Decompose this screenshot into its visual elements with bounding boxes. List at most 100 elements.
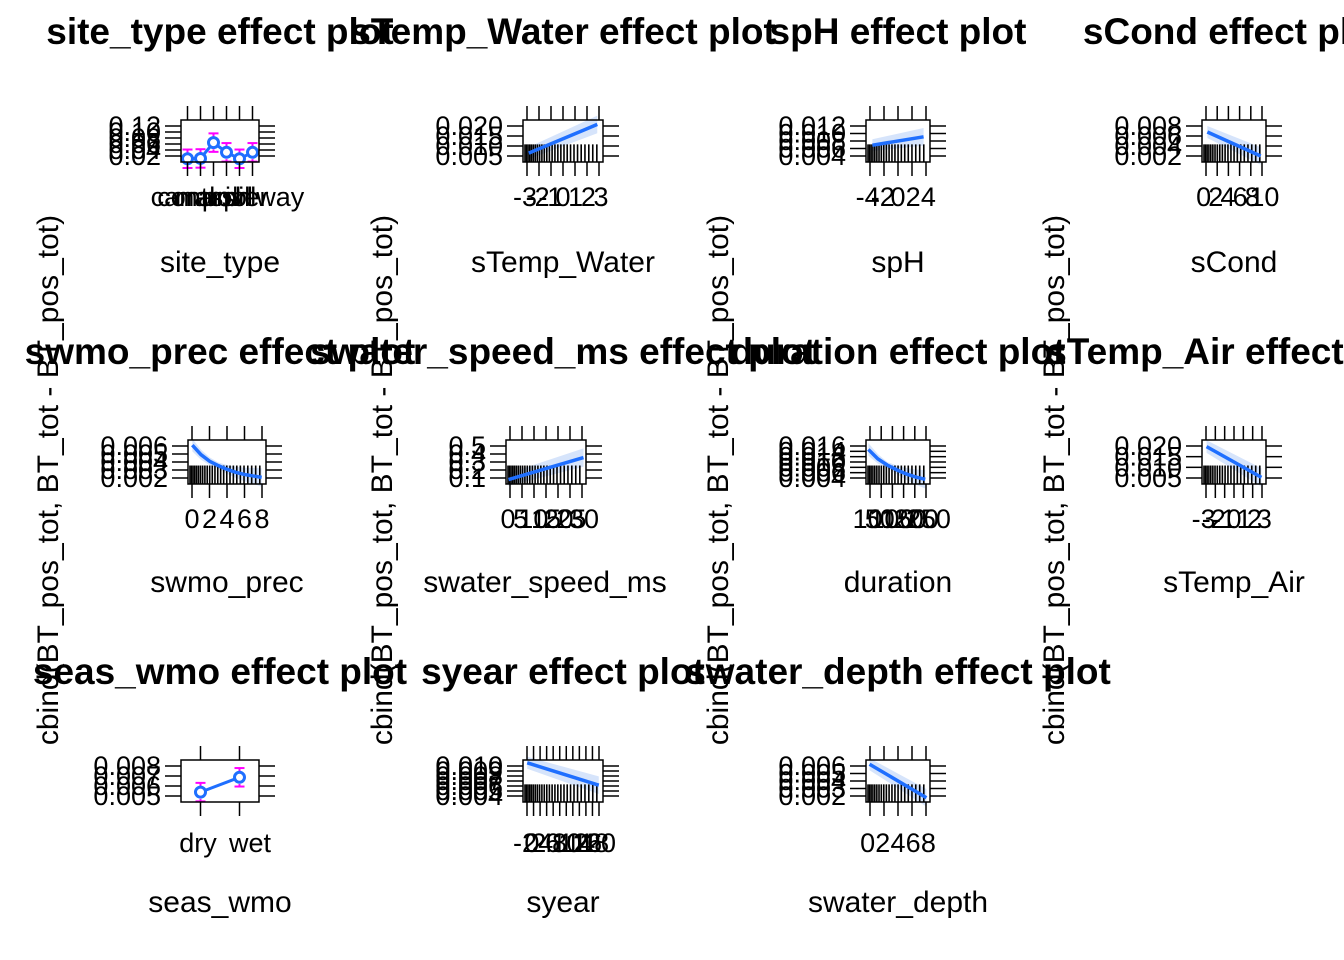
y-tick-label: 0.010: [1114, 452, 1182, 482]
fit-line: [508, 455, 584, 482]
x-tick-label: 0: [1226, 504, 1241, 534]
y-tick-label: 0.3: [448, 447, 486, 477]
x-tick-label: 6: [545, 828, 560, 858]
y-axis-label: cbind(BT_pos_tot, BT_tot - BT_pos_tot): [702, 215, 735, 745]
y-tick-label: 0.5: [448, 431, 486, 461]
y-tick-label: 0.020: [435, 111, 503, 141]
y-tick-label: 0.2: [448, 455, 486, 485]
y-tick-label: 0.006: [435, 771, 503, 801]
y-tick-label: 0.008: [435, 761, 503, 791]
y-tick-label: 0.016: [778, 431, 846, 461]
y-tick-label: 0.10: [108, 117, 161, 147]
y-tick-label: 0.020: [1114, 431, 1182, 461]
x-tick-label: marsh: [175, 182, 250, 212]
x-tick-label: 15: [531, 504, 561, 534]
x-tick-label: 0: [500, 504, 515, 534]
y-tick-label: 0.006: [100, 431, 168, 461]
x-tick-label: -1: [1212, 504, 1236, 534]
x-tick-label: river: [216, 182, 269, 212]
x-tick-label: 0: [890, 182, 905, 212]
effect-plot-panel: seas_wmo effect plot 0.0050.0060.0070.008…: [33, 651, 407, 919]
x-axis-title: sCond: [1191, 246, 1278, 279]
x-tick-label: 2: [202, 504, 217, 534]
x-axis-title: site_type: [160, 246, 280, 279]
x-axis-title: seas_wmo: [148, 886, 291, 919]
y-tick-label: 0.005: [1114, 463, 1182, 493]
x-tick-label: 200: [894, 504, 939, 534]
y-axis-label: cbind(BT_pos_tot, BT_tot - BT_pos_tot): [366, 215, 399, 745]
fit-line: [528, 122, 598, 155]
x-tick-label: 0: [184, 504, 199, 534]
x-tick-label: -1: [538, 182, 562, 212]
y-axis-label-column: cbind(BT_pos_tot, BT_tot - BT_pos_tot): [366, 215, 399, 745]
y-tick-label: 0.006: [93, 771, 161, 801]
y-tick-label: 0.002: [1114, 141, 1182, 171]
y-tick-label: 0.02: [108, 141, 161, 171]
y-tick-label: 0.005: [93, 781, 161, 811]
x-tick-label: 25: [556, 504, 586, 534]
y-tick-label: 0.002: [778, 781, 846, 811]
x-tick-label: 10: [1249, 182, 1279, 212]
effect-plot-panel: swater_speed_ms effect plot0.10.20.30.40…: [310, 331, 816, 599]
x-tick-label: dry: [179, 828, 217, 858]
y-tick-label: 0.009: [435, 756, 503, 786]
x-tick-label: 50: [865, 504, 895, 534]
panel-title: site_type effect plot: [46, 11, 393, 52]
x-tick-label: 0: [860, 828, 875, 858]
fit-line: [526, 761, 600, 787]
y-tick-label: 0.004: [778, 463, 846, 493]
y-tick-label: 0.010: [778, 447, 846, 477]
x-tick-label: 5: [513, 504, 528, 534]
y-tick-label: 0.008: [93, 751, 161, 781]
panel-title: swater_depth effect plot: [685, 651, 1111, 692]
y-tick-label: 0.003: [100, 455, 168, 485]
effect-plot-panel: site_type effect plot 0.020.040.060.080.1…: [46, 11, 393, 279]
fit-line: [1205, 445, 1263, 479]
y-tick-label: 0.08: [108, 123, 161, 153]
x-tick-label: 18: [579, 828, 609, 858]
y-tick-label: 0.004: [778, 766, 846, 796]
y-axis-label-column: cbind(BT_pos_tot, BT_tot - BT_pos_tot): [1038, 215, 1071, 745]
x-axis-title: swater_depth: [808, 886, 988, 919]
panel-title: sCond effect plot: [1083, 11, 1344, 52]
x-tick-label: 1: [1237, 504, 1252, 534]
y-tick-label: 0.1: [448, 463, 486, 493]
panel-title: swmo_prec effect plot: [25, 331, 416, 372]
fit-line: [867, 448, 926, 481]
x-tick-label: 8: [921, 828, 936, 858]
x-axis-title: spH: [871, 246, 924, 279]
x-tick-label: 2: [875, 828, 890, 858]
x-tick-label: 1: [568, 182, 583, 212]
y-tick-label: 0.004: [100, 447, 168, 477]
x-tick-label: -4: [856, 182, 880, 212]
data-point: [233, 770, 246, 784]
x-tick-label: 2: [531, 828, 546, 858]
panel-title: sTemp_Water effect plot: [350, 11, 776, 52]
panel-title: swater_speed_ms effect plot: [310, 331, 816, 372]
y-tick-label: 0.004: [778, 141, 846, 171]
fit-line: [199, 775, 241, 794]
x-axis-title: syear: [526, 886, 599, 919]
x-tick-label: -2: [513, 828, 537, 858]
data-point: [207, 136, 220, 150]
x-tick-label: -2: [871, 182, 895, 212]
y-tick-label: 0.012: [778, 111, 846, 141]
y-tick-label: 0.008: [1114, 111, 1182, 141]
effect-plot-panel: spH effect plot 0.0040.0060.0080.0100.012…: [770, 11, 1027, 279]
y-tick-label: 0.005: [778, 759, 846, 789]
y-tick-label: 0.002: [100, 463, 168, 493]
x-tick-label: 20: [544, 504, 574, 534]
x-tick-label: 10: [853, 504, 883, 534]
x-tick-label: 4: [921, 182, 936, 212]
x-tick-label: 4: [890, 828, 905, 858]
effect-plot-panel: swmo_prec effect plot 0.0020.0030.0040.00…: [25, 331, 416, 599]
y-tick-label: 0.003: [778, 774, 846, 804]
x-tick-label: 2: [906, 182, 921, 212]
x-tick-label: -2: [1202, 504, 1226, 534]
x-tick-label: 16: [572, 828, 602, 858]
panel-title: sTemp_Air effect plot: [1046, 331, 1344, 372]
y-tick-label: 0.008: [778, 452, 846, 482]
x-tick-label: -3: [513, 182, 537, 212]
